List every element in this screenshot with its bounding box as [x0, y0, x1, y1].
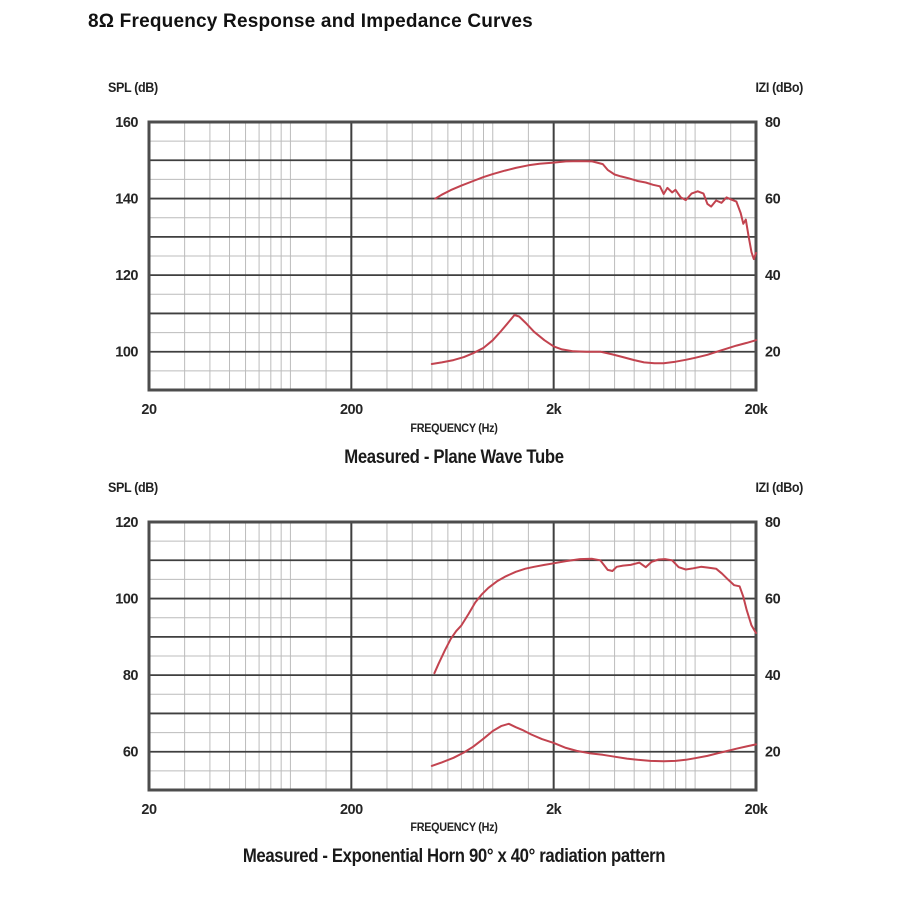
spl-axis-label-top: SPL (dB): [108, 80, 158, 95]
x-tick-label: 20k: [745, 802, 769, 818]
plane-wave-tube-plot: 160 140 120 100 80 60 40 20 20 200 2k 20k: [115, 115, 781, 418]
grid: [148, 521, 757, 791]
x-tick-label: 200: [340, 802, 363, 818]
y-right-tick-label: 20: [765, 345, 781, 361]
x-tick-label: 200: [340, 402, 363, 418]
y-left-tick-label: 140: [115, 192, 138, 208]
plot-border: [147, 520, 758, 792]
y-left-tick-label: 100: [115, 592, 138, 608]
x-tick-label: 20: [141, 802, 157, 818]
chart-caption-bottom: Measured - Exponential Horn 90° x 40° ra…: [242, 846, 666, 867]
y-left-tick-label: 120: [115, 268, 138, 284]
x-tick-label: 2k: [546, 802, 563, 818]
y-right-tick-label: 80: [765, 115, 781, 131]
y-right-tick-label: 20: [765, 745, 781, 761]
y-right-tick-label: 60: [765, 592, 781, 608]
x-tick-label: 20k: [745, 402, 769, 418]
spl-curve: [433, 557, 757, 675]
y-right-tick-label: 60: [765, 192, 781, 208]
plot-border: [147, 120, 758, 392]
spl-curve: [434, 160, 757, 261]
y-left-tick-label: 100: [115, 345, 138, 361]
grid: [148, 121, 757, 391]
frequency-axis-label-top: FREQUENCY (Hz): [410, 421, 498, 435]
impedance-curve: [430, 314, 757, 365]
frequency-axis-label-bottom: FREQUENCY (Hz): [410, 820, 498, 834]
spl-axis-label-bottom: SPL (dB): [108, 480, 158, 495]
y-left-tick-label: 160: [115, 115, 138, 131]
chart-caption-top: Measured - Plane Wave Tube: [344, 447, 564, 468]
y-left-tick-label: 120: [115, 515, 138, 531]
y-left-tick-label: 80: [123, 668, 139, 684]
y-right-tick-label: 80: [765, 515, 781, 531]
impedance-curve: [430, 722, 757, 767]
x-tick-label: 20: [141, 402, 157, 418]
impedance-axis-label-top: IZI (dBo): [755, 80, 803, 95]
y-left-tick-label: 60: [123, 745, 139, 761]
impedance-axis-label-bottom: IZI (dBo): [755, 480, 803, 495]
y-right-tick-label: 40: [765, 268, 781, 284]
page-title: 8Ω Frequency Response and Impedance Curv…: [88, 11, 533, 32]
x-tick-label: 2k: [546, 402, 563, 418]
y-right-tick-label: 40: [765, 668, 781, 684]
axis-tick-labels: 160 140 120 100 80 60 40 20 20 200 2k 20k: [115, 115, 781, 418]
exponential-horn-plot: 120 100 80 60 80 60 40 20 20 200 2k 20k: [115, 515, 781, 818]
axis-tick-labels: 120 100 80 60 80 60 40 20 20 200 2k 20k: [115, 515, 781, 818]
